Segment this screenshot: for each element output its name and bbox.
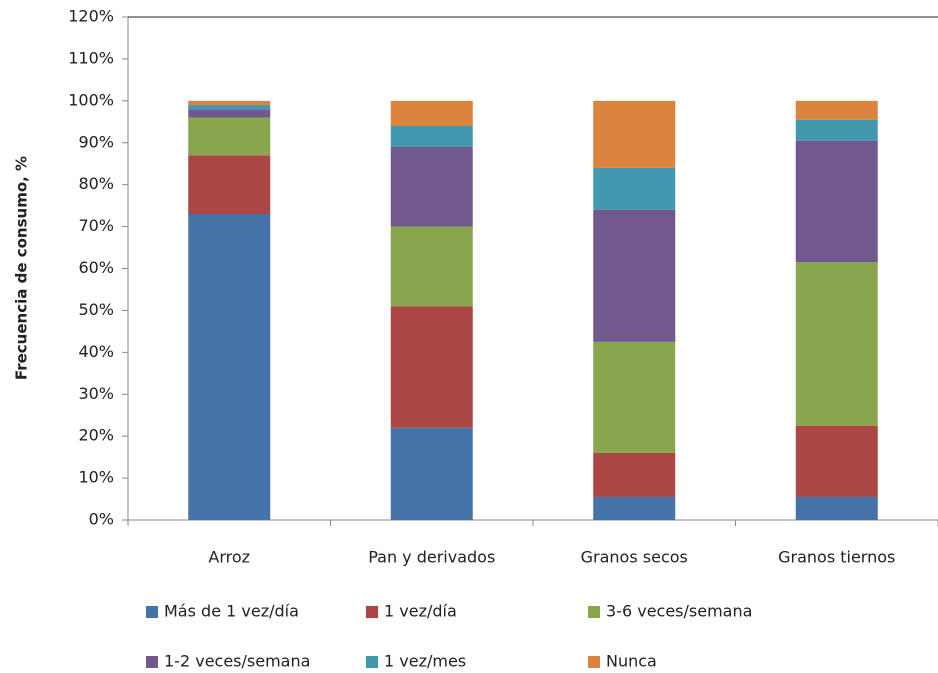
x-tick-label: Arroz <box>208 548 250 567</box>
x-tick-label: Pan y derivados <box>368 548 495 567</box>
bar-segment <box>390 306 473 428</box>
bar-segment <box>390 146 473 227</box>
bar-segment <box>188 155 271 215</box>
bar-segment <box>188 214 271 520</box>
bar-segment <box>593 452 676 497</box>
legend-label: Nunca <box>606 652 657 671</box>
bar-segment <box>795 140 878 263</box>
bar-segment <box>390 226 473 307</box>
bar-segment <box>188 117 271 156</box>
legend-label: 1-2 veces/semana <box>164 652 310 671</box>
y-tick-label: 20% <box>78 426 114 445</box>
bar-segment <box>593 209 676 342</box>
bar-segment <box>593 341 676 453</box>
bar-segment <box>188 100 271 106</box>
x-tick-label: Granos tiernos <box>778 548 895 567</box>
y-tick-label: 100% <box>68 90 114 109</box>
y-tick-label: 50% <box>78 300 114 319</box>
bar-segment <box>390 125 473 147</box>
bar-segment <box>795 119 878 141</box>
bar-segment <box>593 496 676 520</box>
y-tick-label: 0% <box>89 510 114 529</box>
legend-swatch <box>366 656 378 668</box>
y-tick-label: 70% <box>78 216 114 235</box>
bar-segment <box>795 100 878 120</box>
y-tick-label: 30% <box>78 384 114 403</box>
legend-swatch <box>146 656 158 668</box>
legend-swatch <box>588 606 600 618</box>
legend-label: 1 vez/mes <box>384 652 466 671</box>
legend-swatch <box>146 606 158 618</box>
legend-label: 1 vez/día <box>384 602 457 621</box>
y-tick-label: 120% <box>68 7 114 26</box>
bar-segment <box>390 427 473 520</box>
legend-label: Más de 1 vez/día <box>164 602 299 621</box>
bar-segment <box>593 167 676 210</box>
bar-segment <box>390 100 473 126</box>
y-tick-label: 80% <box>78 174 114 193</box>
y-tick-label: 10% <box>78 468 114 487</box>
bar-segment <box>795 425 878 497</box>
y-axis-label: Frecuencia de consumo, % <box>13 156 31 380</box>
bar-segment <box>795 496 878 520</box>
y-tick-label: 90% <box>78 132 114 151</box>
x-tick-label: Granos secos <box>581 548 688 567</box>
y-tick-label: 110% <box>68 48 114 67</box>
bar-segment <box>593 100 676 168</box>
legend-swatch <box>366 606 378 618</box>
legend-swatch <box>588 656 600 668</box>
legend-label: 3-6 veces/semana <box>606 602 752 621</box>
y-tick-label: 60% <box>78 258 114 277</box>
bar-segment <box>188 109 271 118</box>
bar-segment <box>188 105 271 110</box>
y-tick-label: 40% <box>78 342 114 361</box>
bar-segment <box>795 262 878 426</box>
